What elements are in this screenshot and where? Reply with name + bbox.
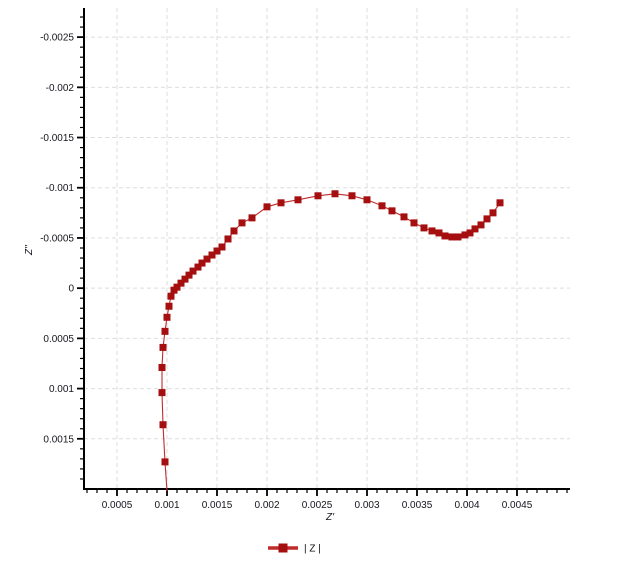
data-point-marker xyxy=(167,292,175,300)
data-point-marker xyxy=(165,302,173,310)
y-tick-label: 0 xyxy=(68,284,74,295)
x-tick-label: 0.002 xyxy=(254,500,279,511)
data-point-marker xyxy=(177,279,185,287)
data-point-marker xyxy=(294,196,302,204)
x-tick-label: 0.004 xyxy=(454,500,479,511)
y-tick-label: -0.0025 xyxy=(40,33,74,44)
data-point-marker xyxy=(388,207,396,215)
data-point-marker xyxy=(435,229,443,237)
x-tick-label: 0.0005 xyxy=(102,500,133,511)
data-point-marker xyxy=(331,190,339,198)
y-tick-label: -0.0015 xyxy=(40,133,74,144)
legend-label: | Z | xyxy=(304,544,321,555)
data-point-marker xyxy=(363,196,371,204)
data-point-marker xyxy=(208,251,216,259)
data-point-marker xyxy=(161,458,169,466)
data-point-marker xyxy=(159,343,167,351)
x-tick-label: 0.0015 xyxy=(202,500,233,511)
data-point-marker xyxy=(213,247,221,255)
data-point-marker xyxy=(410,219,418,227)
data-point-marker xyxy=(218,243,226,251)
data-point-marker xyxy=(461,231,469,239)
data-point-marker xyxy=(189,267,197,275)
x-axis-title: Z' xyxy=(325,512,335,523)
data-point-marker xyxy=(489,209,497,217)
x-tick-label: 0.003 xyxy=(354,500,379,511)
data-point-marker xyxy=(471,225,479,233)
x-tick-label: 0.0025 xyxy=(302,500,333,511)
x-tick-label: 0.0045 xyxy=(502,500,533,511)
data-point-marker xyxy=(158,389,166,397)
data-point-marker xyxy=(448,233,456,241)
x-tick-label: 0.001 xyxy=(154,500,179,511)
data-point-marker xyxy=(224,235,232,243)
data-point-marker xyxy=(238,219,246,227)
legend-marker xyxy=(278,543,288,553)
data-point-marker xyxy=(194,263,202,271)
y-tick-label: 0.0005 xyxy=(43,334,74,345)
data-point-marker xyxy=(203,255,211,263)
y-tick-label: -0.002 xyxy=(46,83,75,94)
data-point-marker xyxy=(378,202,386,210)
y-tick-label: 0.001 xyxy=(49,384,74,395)
data-point-marker xyxy=(277,199,285,207)
y-tick-label: 0.0015 xyxy=(43,434,74,445)
data-point-marker xyxy=(466,229,474,237)
data-point-marker xyxy=(483,215,491,223)
data-point-marker xyxy=(248,214,256,222)
data-point-marker xyxy=(441,232,449,240)
data-point-marker xyxy=(496,199,504,207)
data-point-marker xyxy=(159,421,167,429)
data-point-marker xyxy=(477,221,485,229)
data-point-marker xyxy=(454,233,462,241)
data-point-marker xyxy=(348,192,356,200)
data-point-marker xyxy=(198,259,206,267)
data-point-marker xyxy=(173,283,181,291)
data-point-marker xyxy=(314,192,322,200)
y-tick-label: -0.001 xyxy=(46,183,75,194)
data-point-marker xyxy=(230,227,238,235)
x-tick-label: 0.0035 xyxy=(402,500,433,511)
data-point-marker xyxy=(161,327,169,335)
data-point-marker xyxy=(428,227,436,235)
data-point-marker xyxy=(420,224,428,232)
data-point-marker xyxy=(158,363,166,371)
y-axis-title: Z'' xyxy=(24,244,35,256)
data-point-marker xyxy=(181,275,189,283)
y-tick-label: -0.0005 xyxy=(40,233,74,244)
data-point-marker xyxy=(400,213,408,221)
data-point-marker xyxy=(163,313,171,321)
data-point-marker xyxy=(185,271,193,279)
data-point-marker xyxy=(263,203,271,211)
